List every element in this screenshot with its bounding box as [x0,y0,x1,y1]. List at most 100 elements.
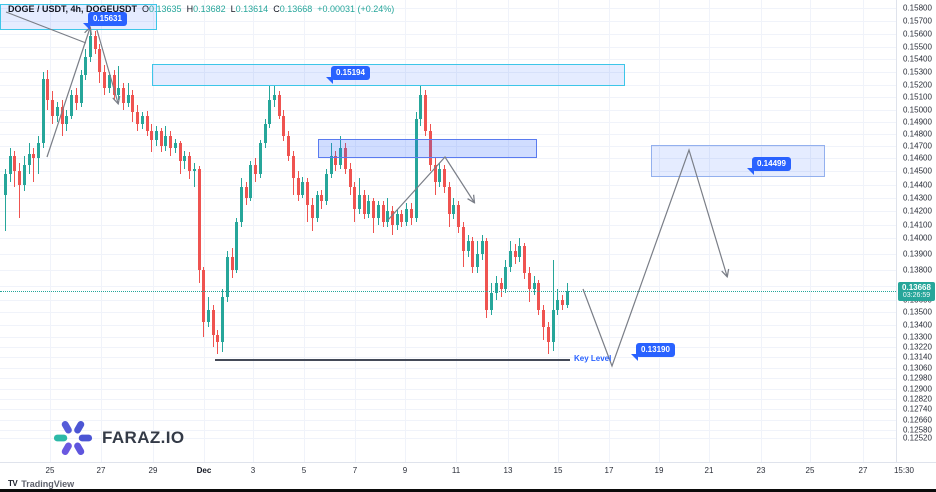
time-axis-label: 27 [858,466,868,475]
price-axis-label: 0.14400 [903,180,932,190]
candle-body [37,143,41,158]
price-axis-label: 0.13060 [903,363,932,373]
candle-body [74,94,78,104]
price-axis-label: 0.12980 [903,373,932,383]
time-axis[interactable]: 25 27 29 Dec 3 5 7 9 11 13 15 17 19 21 23 25 27 15:30 [0,462,936,480]
price-axis[interactable]: 0.15800 0.15700 0.15600 0.15500 0.15400 0.153… [896,0,936,462]
candle-body [84,56,88,75]
price-axis-label: 0.13400 [903,320,932,330]
price-axis-label: 0.12900 [903,384,932,394]
candle-body [93,36,97,50]
candle-body [287,136,291,156]
candle-body [282,115,286,137]
tradingview-attribution[interactable]: TV TradingView [8,479,74,489]
trendline-top-left[interactable] [5,11,87,44]
gridline-v [508,0,509,462]
gridline-h [0,158,896,159]
candle-body [391,211,395,225]
gridline-h [0,420,896,421]
candle-body [310,204,314,218]
projection-arrow-right[interactable] [582,148,727,368]
candle-body [504,266,508,290]
candle-body [339,148,343,165]
candle-body [466,241,470,251]
candle-body [178,143,182,161]
symbol-title[interactable]: DOGE / USDT, 4h, DOGEUSDT [8,4,138,14]
candle-body [367,200,371,214]
candle-body [301,182,305,196]
current-price-badge[interactable]: 0.13668 03:26:59 [898,282,935,301]
gridline-v [153,0,154,462]
candle-body [400,214,404,222]
gridline-h [0,171,896,172]
candle-body [216,334,220,343]
candle-body [145,115,149,132]
time-axis-label: 3 [250,466,256,475]
candle-body [13,155,17,172]
candle-body [18,171,22,185]
price-axis-label: 0.15000 [903,105,932,115]
chart-canvas[interactable]: Key Level 0.15631 0.15194 0.14499 0.13190 D… [0,0,896,462]
price-axis-label: 0.14300 [903,193,932,203]
candle-body [334,155,338,165]
candle-body [258,143,262,174]
gridline-h [0,21,896,22]
change-value: +0.00031 (+0.24%) [317,4,395,14]
candle-body [79,74,83,104]
gridline-h [0,238,896,239]
time-axis-label: 25 [805,466,815,475]
candle-body [291,155,295,178]
gridline-v [101,0,102,462]
candle-wick [127,82,129,108]
supply-zone-mid[interactable] [318,139,537,158]
candle-body [296,178,300,196]
price-axis-label: 0.12580 [903,425,932,435]
tradingview-logo-icon[interactable]: TV [8,479,18,488]
up-arrow-left[interactable] [46,28,90,158]
candle-body [513,250,517,258]
bar-countdown: 03:26:59 [902,292,931,299]
low-label: L [230,4,236,14]
close-value: 0.13668 [279,4,313,14]
candle-body [476,253,479,267]
candle-body [438,168,442,182]
candle-body [395,214,399,225]
price-axis-label: 0.14900 [903,117,932,127]
candle-body [230,257,234,270]
candle-body [169,136,173,149]
key-level-line[interactable] [215,359,570,361]
price-axis-label: 0.13500 [903,307,932,317]
zigzag-arrow-mid[interactable] [387,156,474,221]
tradingview-logo-text[interactable]: TradingView [21,479,75,489]
gridline-v [405,0,406,462]
supply-zone-top-left[interactable] [0,4,157,30]
price-label-badge[interactable]: 0.15194 [326,66,370,84]
gridline-h [0,8,896,9]
supply-zone-wide[interactable] [152,64,625,86]
price-label-badge[interactable]: 0.13190 [631,343,675,361]
candle-body [103,72,107,88]
candle-body [560,299,564,305]
target-zone-right[interactable] [651,145,825,177]
candle-body [8,155,12,174]
candle-body [306,182,310,205]
time-axis-label: 25 [45,466,55,475]
candle-body [122,87,125,104]
candle-body [409,208,413,218]
gridline-v [304,0,305,462]
close-label: C [273,4,280,14]
candle-body [494,282,498,294]
candle-body [22,164,26,185]
price-axis-label: 0.13140 [903,352,932,362]
down-arrow-left[interactable] [96,29,118,103]
price-axis-label: 0.14200 [903,206,932,216]
gridline-h [0,34,896,35]
price-axis-label: 0.15400 [903,54,932,64]
time-axis-label: 9 [402,466,408,475]
price-label-badge[interactable]: 0.14499 [747,157,791,175]
gridline-h [0,337,896,338]
price-label-badge[interactable]: 0.15631 [83,12,127,30]
gridline-h [0,286,896,287]
candle-body [51,99,55,116]
current-price-line [0,291,896,292]
